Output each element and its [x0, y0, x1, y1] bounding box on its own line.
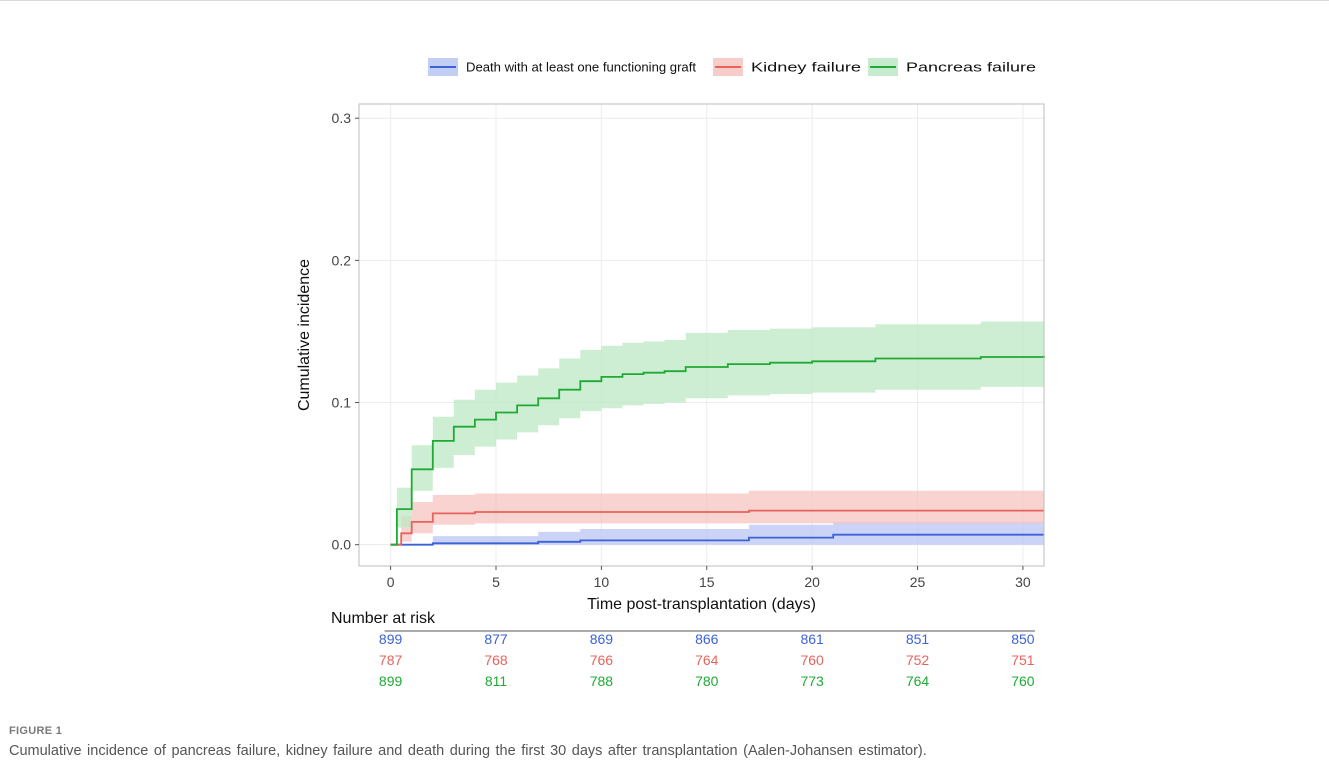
risk-count-2-6: 760 [1011, 673, 1035, 689]
risk-count-0-4: 861 [800, 631, 824, 647]
risk-count-1-5: 752 [906, 652, 930, 668]
risk-count-1-1: 768 [484, 652, 508, 668]
risk-count-1-6: 751 [1011, 652, 1035, 668]
risk-table-title: Number at risk [331, 610, 436, 627]
risk-count-2-4: 773 [800, 673, 824, 689]
risk-count-0-3: 866 [695, 631, 719, 647]
series-line-2 [390, 355, 1045, 546]
x-tick-label-1: 5 [492, 574, 500, 590]
series-line-0 [390, 533, 1044, 546]
x-tick-label-0: 0 [387, 574, 395, 590]
y-axis-title: Cumulative incidence [296, 259, 313, 411]
risk-count-0-0: 899 [379, 631, 403, 647]
y-tick-label-0: 0.0 [332, 537, 352, 553]
risk-count-1-0: 787 [379, 652, 403, 668]
legend-label-0: Death with at least one functioning graf… [466, 60, 696, 75]
y-tick-label-1: 0.1 [332, 395, 352, 411]
risk-count-2-5: 764 [906, 673, 930, 689]
confidence-band-1 [390, 490, 1045, 545]
figure-caption-text: Cumulative incidence of pancreas failure… [9, 743, 927, 759]
risk-count-1-4: 760 [800, 652, 824, 668]
legend-label-2: Pancreas failure [906, 60, 1036, 75]
x-tick-label-5: 25 [910, 574, 926, 590]
risk-count-2-2: 788 [590, 673, 614, 689]
series-line-1 [390, 509, 1044, 546]
x-tick-label-3: 15 [699, 574, 715, 590]
x-tick-label-6: 30 [1015, 574, 1031, 590]
risk-count-2-3: 780 [695, 673, 719, 689]
risk-count-0-6: 850 [1011, 631, 1035, 647]
risk-count-0-5: 851 [906, 631, 930, 647]
risk-count-1-3: 764 [695, 652, 719, 668]
risk-count-2-1: 811 [485, 673, 508, 689]
plot-border [358, 103, 1045, 567]
risk-count-0-1: 877 [484, 631, 508, 647]
legend-label-1: Kidney failure [751, 60, 861, 75]
risk-count-0-2: 869 [590, 631, 614, 647]
cumulative-incidence-chart: 0.0 0.1 0.2 0.3 0 5 10 15 20 25 30 Time post-transp… [296, 58, 1045, 689]
x-tick-label-2: 10 [594, 574, 610, 590]
x-axis-title: Time post-transplantation (days) [587, 596, 816, 613]
confidence-band-0 [390, 520, 1045, 545]
risk-count-2-0: 899 [379, 673, 403, 689]
figure-label: FIGURE 1 [9, 725, 63, 737]
y-tick-label-2: 0.2 [332, 252, 352, 268]
risk-count-1-2: 766 [590, 652, 614, 668]
figure-caption: FIGURE 1 Cumulative incidence of pancrea… [9, 725, 1309, 759]
confidence-band-2 [390, 320, 1045, 545]
y-tick-label-3: 0.3 [332, 110, 352, 126]
x-tick-label-4: 20 [804, 574, 820, 590]
